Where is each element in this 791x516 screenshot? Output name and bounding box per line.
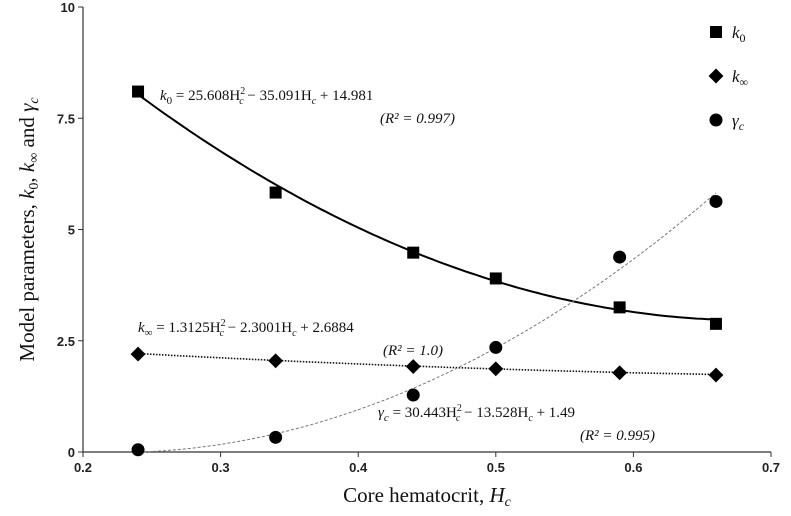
data-point-kinf	[612, 365, 628, 381]
x-tick-label: 0.7	[762, 460, 780, 475]
r-squared-k0: (R² = 0.997)	[380, 111, 455, 127]
y-tick-label: 2.5	[57, 334, 75, 349]
data-point-gamma-c	[269, 430, 283, 444]
equation-gamma-c: γc = 30.443H2 c − 13.528Hc + 1.49	[378, 403, 575, 424]
x-tick-label: 0.2	[74, 460, 92, 475]
data-point-k0	[269, 186, 282, 199]
y-tick-label: 0	[68, 445, 75, 460]
legend-marker-gamma-c	[709, 113, 723, 127]
data-point-kinf	[405, 359, 421, 374]
data-points	[130, 85, 724, 457]
legend: k0 k∞ γc	[708, 23, 748, 133]
legend-marker-k0	[710, 26, 722, 38]
y-tick-label: 10	[61, 0, 75, 15]
fit-curves	[137, 93, 717, 453]
data-point-k0	[709, 317, 722, 330]
fit-curve-k0	[137, 93, 717, 321]
x-tick-label: 0.6	[624, 460, 642, 475]
equation-k0: k0 = 25.608H2 c − 35.091Hc + 14.981	[160, 86, 373, 107]
data-point-k0	[489, 272, 502, 285]
data-point-gamma-c	[709, 194, 723, 208]
fit-curve-gamma-c	[142, 192, 717, 453]
data-point-k0	[132, 85, 145, 98]
equation-kinf: k∞ = 1.3125H2 c − 2.3001Hc + 2.6884	[138, 318, 354, 339]
x-tick-label: 0.4	[349, 460, 368, 475]
r-squared-gamma-c: (R² = 0.995)	[580, 428, 655, 444]
data-point-kinf	[130, 346, 146, 362]
data-point-gamma-c	[131, 443, 145, 457]
y-tick-label: 5	[68, 223, 75, 238]
axes: 0.2 0.3 0.4 0.5 0.6 0.7 0 2.5 5 7.5 10 Core hematoc…	[15, 0, 780, 510]
x-tick-label: 0.5	[487, 460, 505, 475]
annotations: k0 = 25.608H2 c − 35.091Hc + 14.981 (R² = …	[138, 86, 655, 444]
data-point-kinf	[268, 353, 284, 369]
data-point-kinf	[708, 367, 724, 383]
legend-label-kinf: k∞	[732, 67, 748, 89]
data-point-k0	[613, 301, 626, 314]
data-point-kinf	[488, 361, 504, 377]
r-squared-kinf: (R² = 1.0)	[383, 343, 443, 359]
legend-marker-kinf	[708, 68, 724, 84]
x-tick-label: 0.3	[212, 460, 230, 475]
legend-label-gamma-c: γc	[732, 111, 745, 133]
x-axis-title: Core hematocrit, Hc	[343, 483, 512, 510]
legend-label-k0: k0	[732, 23, 746, 45]
data-point-gamma-c	[613, 250, 627, 264]
fit-curve-kinf	[137, 352, 717, 376]
data-point-gamma-c	[489, 340, 503, 354]
y-axis-title: Model parameters, k0, k∞ and γc	[15, 97, 42, 362]
data-point-gamma-c	[406, 388, 420, 402]
y-tick-label: 7.5	[57, 111, 75, 126]
data-point-k0	[407, 246, 420, 259]
